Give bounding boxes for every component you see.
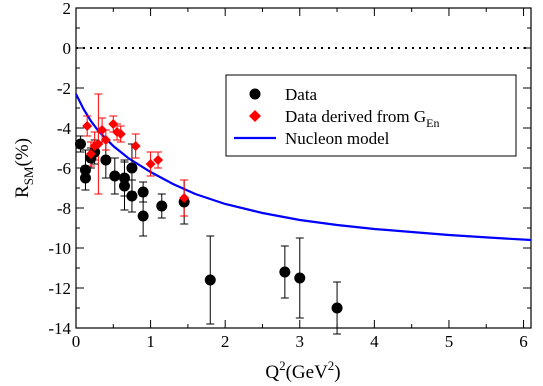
legend-marker-gen <box>249 110 261 122</box>
gen-data-point <box>115 129 126 139</box>
x-axis-label-sup: 2 <box>279 358 286 373</box>
gen-data-point <box>93 139 104 149</box>
data-point <box>79 164 91 176</box>
data-point <box>126 190 138 202</box>
x-tick-label: 0 <box>72 332 81 351</box>
legend-label-gen: Data derived from GEn <box>285 107 439 130</box>
x-axis-label-sup2: 2 <box>328 358 335 373</box>
model-line-layer <box>75 93 532 242</box>
gen-data-point <box>100 135 111 145</box>
x-tick-label: 3 <box>296 332 305 351</box>
y-tick-label: -2 <box>57 79 71 98</box>
data-point <box>279 266 291 278</box>
legend-label-gen-sub: En <box>426 116 439 130</box>
data-point <box>137 186 149 198</box>
data-point <box>109 170 121 182</box>
x-tick-label: 6 <box>519 332 528 351</box>
data-point <box>331 302 343 314</box>
x-axis-label: Q2(GeV2) <box>265 358 340 383</box>
legend-box <box>225 74 517 157</box>
y-axis-label: RSM(%) <box>12 138 36 198</box>
data-point <box>126 162 138 174</box>
data-point <box>74 138 86 150</box>
data-point <box>294 272 306 284</box>
gen-data-point <box>153 155 164 165</box>
y-tick-label: 2 <box>63 0 72 18</box>
x-axis-label-end: ) <box>334 362 340 383</box>
y-axis-label-rest: (%) <box>12 138 33 166</box>
legend-label-model: Nucleon model <box>285 129 390 148</box>
gen-data-point <box>179 193 190 203</box>
gen-data-point <box>130 141 141 151</box>
x-tick-label: 5 <box>445 332 454 351</box>
x-tick-label: 1 <box>146 332 155 351</box>
y-tick-label: -4 <box>57 119 72 138</box>
data-point <box>100 154 112 166</box>
y-tick-label: 0 <box>63 39 72 58</box>
data-point <box>204 274 216 286</box>
legend-label-gen-main: Data derived from G <box>285 107 426 126</box>
y-axis-label-sub: SM <box>21 166 36 185</box>
gen-data-point <box>82 121 93 131</box>
data-point <box>79 172 91 184</box>
gen-data-point <box>108 119 119 129</box>
y-axis-label-main: R <box>12 185 33 198</box>
nucleon-model-line <box>75 93 532 242</box>
markers-layer <box>74 119 343 314</box>
gen-data-point <box>97 125 108 135</box>
x-axis-label-rest: (GeV <box>286 362 328 383</box>
gen-data-point <box>85 149 96 159</box>
y-tick-label: -12 <box>48 279 71 298</box>
y-tick-label: -14 <box>48 319 71 338</box>
y-tick-label: -10 <box>48 239 71 258</box>
y-tick-label: -6 <box>57 159 71 178</box>
axes-layer: 0 1 2 3 4 5 6 -14 -12 -10 -8 -6 -4 -2 0 2 <box>48 0 531 351</box>
data-point <box>118 180 130 192</box>
x-axis-label-main: Q <box>265 362 279 383</box>
data-point <box>137 210 149 222</box>
data-point <box>118 172 130 184</box>
x-tick-label: 2 <box>221 332 230 351</box>
gen-data-point <box>145 159 156 169</box>
legend-label-data: Data <box>285 85 318 104</box>
data-point <box>156 200 168 212</box>
legend-marker-data <box>249 88 261 100</box>
x-tick-label: 4 <box>370 332 379 351</box>
y-tick-label: -8 <box>57 199 71 218</box>
legend: Data Data derived from GEn Nucleon model <box>225 74 517 157</box>
